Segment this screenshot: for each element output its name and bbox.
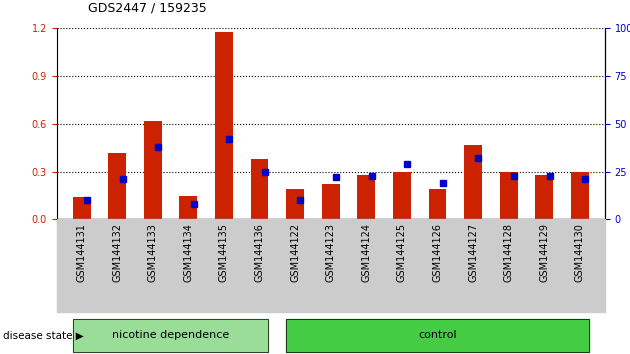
Bar [428,189,447,219]
Text: GSM144122: GSM144122 [290,223,300,282]
Text: GSM144133: GSM144133 [148,223,158,282]
Text: GSM144129: GSM144129 [539,223,549,282]
Text: GSM144135: GSM144135 [219,223,229,282]
Bar [322,184,340,219]
Text: GSM144127: GSM144127 [468,223,478,282]
Bar [393,172,411,219]
Text: disease state ▶: disease state ▶ [3,330,84,341]
Bar [108,153,126,219]
Text: GSM144136: GSM144136 [255,223,265,282]
Text: GSM144123: GSM144123 [326,223,336,282]
Bar [215,32,233,219]
Bar [500,172,518,219]
Text: GSM144131: GSM144131 [77,223,86,282]
Text: GSM144132: GSM144132 [112,223,122,282]
Bar [144,121,162,219]
Text: GSM144130: GSM144130 [575,223,585,282]
Text: nicotine dependence: nicotine dependence [112,330,229,341]
Text: GSM144125: GSM144125 [397,223,407,282]
Bar [180,195,197,219]
Bar [72,197,91,219]
Text: GSM144124: GSM144124 [362,223,371,282]
Text: control: control [418,330,457,341]
Text: GSM144134: GSM144134 [183,223,193,282]
Bar [286,189,304,219]
Bar [571,172,589,219]
Text: GSM144128: GSM144128 [504,223,513,282]
Text: GDS2447 / 159235: GDS2447 / 159235 [88,1,207,14]
Text: GSM144126: GSM144126 [433,223,442,282]
Bar [536,175,553,219]
Bar [251,159,268,219]
Bar [464,144,482,219]
Bar [357,175,375,219]
